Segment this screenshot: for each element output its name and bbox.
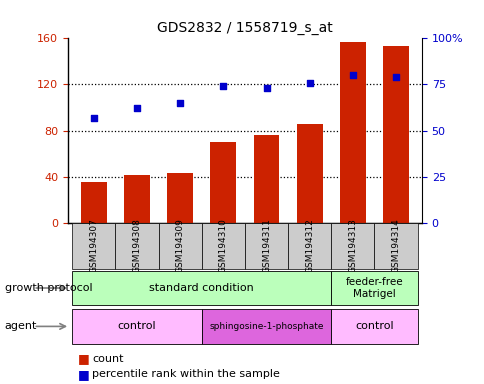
Text: growth protocol: growth protocol — [5, 283, 92, 293]
Bar — [296, 124, 322, 223]
Bar — [253, 135, 279, 223]
Text: GSM194309: GSM194309 — [175, 218, 184, 273]
Text: GSM194311: GSM194311 — [261, 218, 271, 273]
Point — [176, 100, 183, 106]
Bar — [374, 223, 417, 269]
Bar — [72, 309, 201, 344]
Bar — [72, 271, 331, 305]
Bar — [331, 223, 374, 269]
Text: feeder-free
Matrigel: feeder-free Matrigel — [345, 277, 402, 299]
Text: sphingosine-1-phosphate: sphingosine-1-phosphate — [209, 322, 323, 331]
Point — [348, 72, 356, 78]
Bar — [382, 46, 408, 223]
Text: control: control — [354, 321, 393, 331]
Text: ■: ■ — [77, 368, 89, 381]
Text: ■: ■ — [77, 353, 89, 366]
Title: GDS2832 / 1558719_s_at: GDS2832 / 1558719_s_at — [157, 21, 332, 35]
Point — [133, 105, 140, 111]
Bar — [124, 175, 150, 223]
Text: GSM194307: GSM194307 — [89, 218, 98, 273]
Bar — [201, 223, 244, 269]
Point — [392, 74, 399, 80]
Bar — [115, 223, 158, 269]
Text: GSM194313: GSM194313 — [348, 218, 357, 273]
Point — [305, 79, 313, 86]
Bar — [210, 142, 236, 223]
Text: count: count — [92, 354, 123, 364]
Bar — [339, 42, 365, 223]
Bar — [72, 223, 115, 269]
Point — [262, 85, 270, 91]
Bar — [287, 223, 331, 269]
Text: control: control — [118, 321, 156, 331]
Bar — [244, 223, 287, 269]
Bar — [167, 173, 193, 223]
Text: GSM194312: GSM194312 — [304, 218, 314, 273]
Bar — [331, 309, 417, 344]
Text: percentile rank within the sample: percentile rank within the sample — [92, 369, 279, 379]
Bar — [158, 223, 201, 269]
Text: GSM194308: GSM194308 — [132, 218, 141, 273]
Text: GSM194314: GSM194314 — [391, 218, 400, 273]
Text: GSM194310: GSM194310 — [218, 218, 227, 273]
Point — [219, 83, 227, 89]
Bar — [331, 271, 417, 305]
Bar — [201, 309, 331, 344]
Text: agent: agent — [5, 321, 37, 331]
Bar — [81, 182, 106, 223]
Point — [90, 114, 97, 121]
Text: standard condition: standard condition — [149, 283, 254, 293]
